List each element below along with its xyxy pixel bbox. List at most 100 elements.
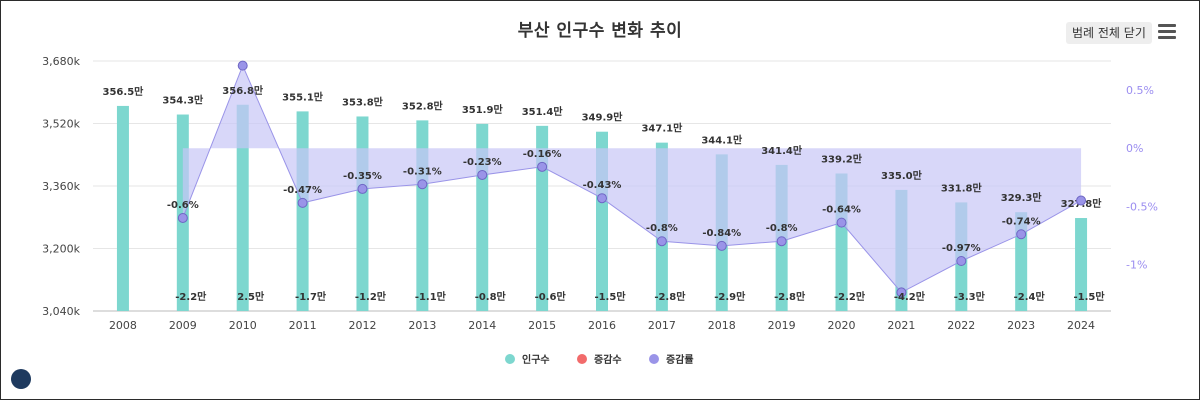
y-tick-label: 3,680k: [42, 55, 80, 68]
rate-point: [1016, 229, 1027, 240]
population-label: 351.4만: [522, 105, 564, 118]
change-count-label: -1.1만: [415, 290, 447, 303]
population-label: 339.2만: [821, 153, 863, 166]
population-bar: [356, 116, 369, 311]
rate-point: [656, 236, 667, 247]
x-tick-label: 2017: [648, 319, 676, 332]
x-tick-label: 2014: [468, 319, 496, 332]
change-count-label: -3.3만: [954, 290, 986, 303]
population-label: 329.3만: [1001, 191, 1043, 204]
rate-point: [836, 217, 847, 228]
change-count-label: 2.5만: [237, 290, 265, 303]
legend-marker: [505, 354, 515, 364]
rate-point: [1076, 195, 1087, 206]
rate-area: [182, 65, 1082, 293]
x-tick-label: 2012: [348, 319, 376, 332]
population-label: 352.8만: [402, 99, 444, 112]
change-count-label: -4.2만: [894, 290, 926, 303]
rate-label: -0.43%: [583, 180, 622, 191]
change-count-label: -2.8만: [774, 290, 806, 303]
rate-point: [537, 161, 548, 172]
population-bar: [296, 111, 309, 311]
rate-point: [477, 169, 488, 180]
rate-point: [776, 236, 787, 247]
change-count-label: -2.8만: [654, 290, 686, 303]
x-tick-label: 2018: [708, 319, 736, 332]
legend-marker: [577, 354, 587, 364]
rate-point: [956, 256, 967, 266]
home-logo-icon: [11, 369, 31, 389]
change-count-label: -2.9만: [714, 290, 746, 303]
rate-point: [297, 197, 308, 208]
population-label: 351.9만: [462, 103, 504, 116]
rate-label: -0.6%: [167, 200, 199, 211]
rate-point: [357, 183, 368, 194]
rate-point: [896, 287, 907, 298]
y-tick-label: 3,520k: [42, 118, 80, 131]
x-tick-label: 2016: [588, 319, 616, 332]
y2-tick-label: -0.5%: [1126, 200, 1158, 213]
rate-point: [237, 60, 248, 71]
rate-label: -0.47%: [283, 185, 322, 196]
change-count-label: -1.7만: [295, 290, 327, 303]
change-count-label: -1.2만: [355, 290, 387, 303]
change-count-label: -2.2만: [175, 290, 207, 303]
rate-label: -0.16%: [523, 149, 562, 160]
x-tick-label: 2024: [1067, 319, 1095, 332]
population-label: 347.1만: [641, 122, 683, 135]
x-tick-label: 2023: [1007, 319, 1035, 332]
legend-toggle-button[interactable]: 범례 전체 닫기: [1066, 22, 1152, 44]
hamburger-menu-icon[interactable]: [1158, 24, 1176, 40]
rate-label: -0.84%: [702, 228, 741, 239]
x-tick-label: 2022: [947, 319, 975, 332]
population-label: 356.8만: [222, 84, 264, 97]
x-tick-label: 2013: [408, 319, 436, 332]
rate-point: [597, 193, 607, 204]
rate-label: -0.64%: [822, 205, 861, 216]
x-tick-label: 2015: [528, 319, 556, 332]
y2-tick-label: 0.5%: [1126, 84, 1154, 97]
rate-point: [177, 212, 188, 223]
rate-label: -0.31%: [403, 166, 442, 177]
rate-label: -0.23%: [463, 157, 502, 168]
population-bar: [1075, 218, 1088, 311]
legend-label: 증감률: [666, 354, 694, 366]
population-label: 349.9만: [582, 111, 624, 124]
y2-tick-label: -1%: [1126, 258, 1147, 271]
y-tick-label: 3,040k: [42, 305, 80, 318]
rate-point: [417, 179, 428, 190]
change-count-label: -1.5만: [594, 290, 626, 303]
y2-tick-label: 0%: [1126, 142, 1143, 155]
rate-label: -0.74%: [1002, 216, 1041, 227]
population-label: 331.8만: [941, 181, 983, 194]
x-tick-label: 2009: [169, 319, 197, 332]
rate-line: [182, 64, 1082, 294]
x-tick-label: 2010: [229, 319, 257, 332]
change-count-label: -0.6만: [535, 290, 567, 303]
population-label: 341.4만: [761, 144, 803, 157]
change-count-label: -1.5만: [1074, 290, 1106, 303]
rate-label: -0.8%: [766, 223, 798, 234]
change-count-label: -2.4만: [1014, 290, 1046, 303]
population-label: 344.1만: [701, 133, 743, 146]
population-bar: [536, 125, 549, 311]
population-bar: [116, 105, 129, 311]
rate-label: -0.97%: [942, 243, 981, 254]
x-tick-label: 2020: [828, 319, 856, 332]
x-tick-label: 2008: [109, 319, 137, 332]
rate-label: -0.35%: [343, 171, 382, 182]
population-label: 335.0만: [881, 169, 923, 182]
population-label: 353.8만: [342, 95, 384, 108]
chart-title: 부산 인구수 변화 추이: [517, 21, 683, 41]
change-count-label: -0.8만: [475, 290, 507, 303]
population-label: 356.5만: [103, 85, 145, 98]
rate-label: -0.8%: [646, 223, 678, 234]
legend-marker: [649, 354, 659, 364]
x-tick-label: 2011: [289, 319, 317, 332]
legend-label: 인구수: [522, 353, 550, 366]
change-count-label: -2.2만: [834, 290, 866, 303]
rate-point: [716, 240, 727, 251]
population-bar: [236, 104, 249, 311]
population-label: 354.3만: [162, 94, 204, 107]
